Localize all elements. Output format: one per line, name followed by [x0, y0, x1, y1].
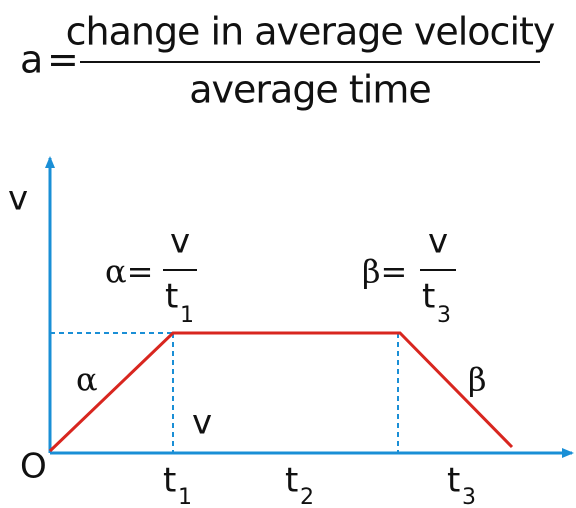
x-label: t [447, 461, 460, 501]
x-label-sub: 3 [462, 485, 476, 508]
x-label-sub: 2 [300, 485, 314, 508]
formula-lhs: a [20, 38, 42, 82]
x-label: t [163, 461, 176, 501]
alpha-formula-sub: 1 [180, 303, 194, 328]
y-label: v [8, 179, 28, 219]
alpha-formula-numerator: v [170, 222, 190, 262]
beta-formula-sub: 3 [437, 303, 451, 328]
beta-formula-numerator: v [428, 222, 448, 262]
beta-formula-denominator: t [422, 277, 435, 317]
x-label-sub: 1 [178, 485, 192, 508]
beta-formula-lhs: β= [362, 253, 407, 291]
formula-equals: = [47, 38, 78, 82]
velocity-line [48, 331, 514, 453]
alpha-label: α [76, 361, 98, 399]
alpha-formula-lhs: α= [105, 253, 153, 291]
alpha-formula-denominator: t [165, 277, 178, 317]
beta-label: β [468, 361, 487, 399]
formula-denominator: average time [189, 68, 431, 112]
formula-numerator: change in average velocity [66, 10, 555, 54]
x-label: t [285, 461, 298, 501]
area-label: v [192, 403, 212, 443]
origin-label: O [20, 447, 47, 487]
